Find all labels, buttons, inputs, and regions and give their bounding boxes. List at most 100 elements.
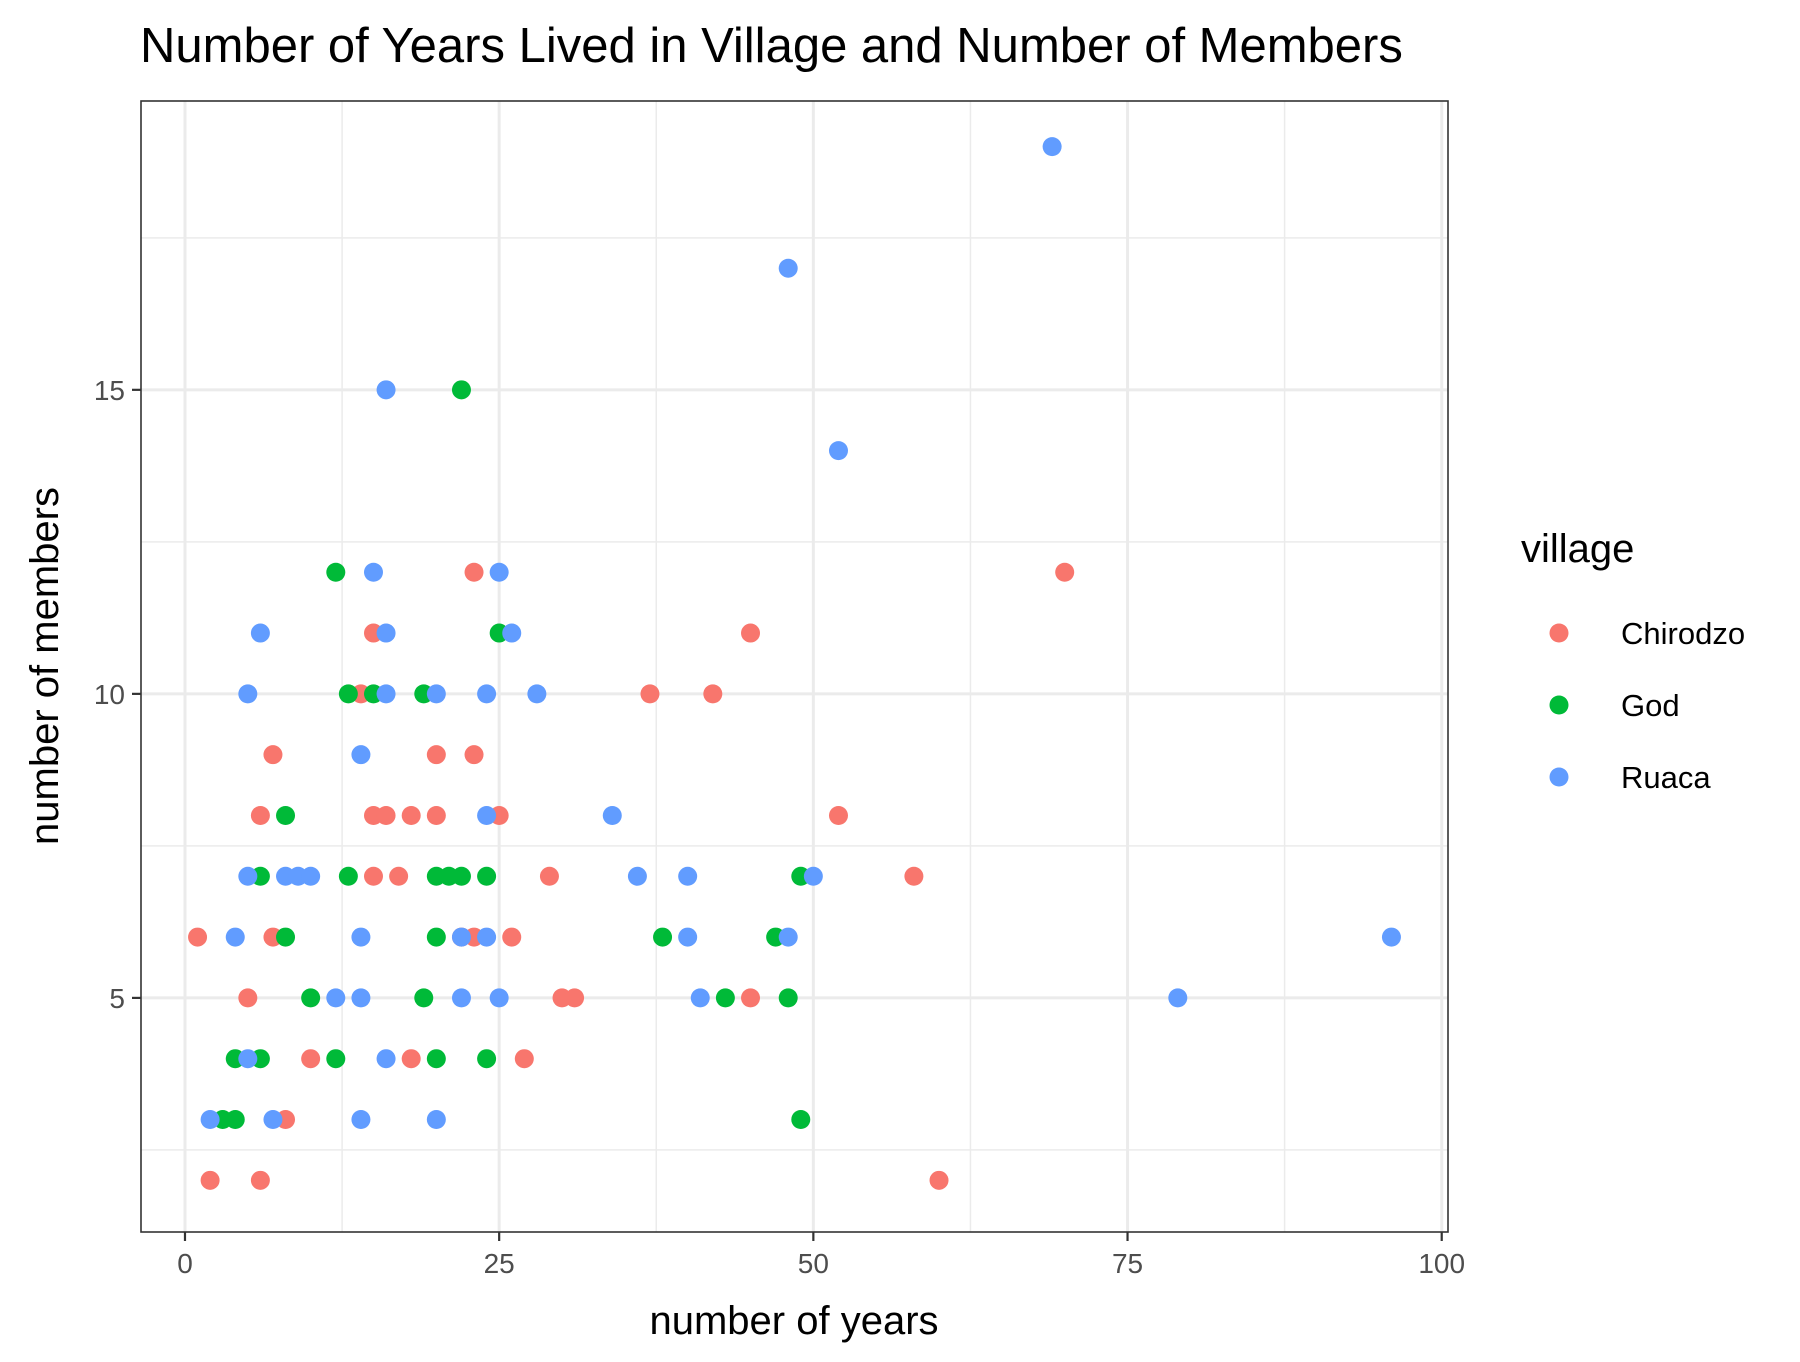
data-point — [351, 927, 371, 947]
data-point — [502, 927, 522, 947]
data-point — [376, 623, 396, 643]
data-point — [539, 866, 559, 886]
data-point — [426, 1049, 446, 1069]
data-point — [238, 684, 258, 704]
data-point — [828, 441, 848, 461]
y-tick-label: 15 — [94, 375, 125, 406]
data-point — [678, 866, 698, 886]
data-point — [477, 684, 497, 704]
data-points — [188, 137, 1401, 1190]
data-point — [778, 258, 798, 278]
data-point — [326, 562, 346, 582]
data-point — [489, 562, 509, 582]
data-point — [250, 623, 270, 643]
data-point — [464, 562, 484, 582]
legend-key — [1549, 767, 1569, 787]
data-point — [477, 805, 497, 825]
data-point — [338, 684, 358, 704]
data-point — [703, 684, 723, 704]
y-axis-title: number of members — [23, 487, 67, 845]
data-point — [828, 805, 848, 825]
data-point — [250, 805, 270, 825]
plot-panel — [140, 100, 1449, 1233]
data-point — [565, 988, 585, 1008]
x-axis-title: number of years — [649, 1299, 938, 1343]
data-point — [426, 745, 446, 765]
y-tick-label: 10 — [94, 679, 125, 710]
data-point — [225, 1110, 245, 1130]
data-point — [426, 927, 446, 947]
legend-key — [1549, 695, 1569, 715]
series-chirodzo — [188, 562, 1075, 1190]
data-point — [376, 1049, 396, 1069]
minor-gridlines — [141, 101, 1448, 1232]
data-point — [238, 988, 258, 1008]
data-point — [426, 684, 446, 704]
data-point — [225, 927, 245, 947]
data-point — [778, 927, 798, 947]
data-point — [1168, 988, 1188, 1008]
data-point — [1042, 137, 1062, 157]
data-point — [301, 866, 321, 886]
legend-label: Chirodzo — [1621, 616, 1745, 651]
data-point — [188, 927, 208, 947]
data-point — [426, 805, 446, 825]
data-point — [301, 988, 321, 1008]
data-point — [376, 805, 396, 825]
data-point — [363, 562, 383, 582]
data-point — [477, 1049, 497, 1069]
data-point — [363, 866, 383, 886]
x-axis: 0 25 50 75 100 — [177, 1232, 1465, 1279]
x-tick-label: 75 — [1112, 1248, 1143, 1279]
legend-label: God — [1621, 688, 1680, 723]
data-point — [276, 805, 296, 825]
data-point — [376, 380, 396, 400]
x-tick-label: 0 — [177, 1248, 193, 1279]
y-axis: 5 10 15 — [94, 375, 141, 1014]
data-point — [653, 927, 673, 947]
data-point — [791, 1110, 811, 1130]
x-tick-label: 100 — [1418, 1248, 1465, 1279]
data-point — [338, 866, 358, 886]
data-point — [301, 1049, 321, 1069]
series-ruaca — [200, 137, 1401, 1130]
data-point — [200, 1170, 220, 1190]
data-point — [263, 745, 283, 765]
data-point — [464, 745, 484, 765]
data-point — [778, 988, 798, 1008]
x-tick-label: 50 — [798, 1248, 829, 1279]
chart-title: Number of Years Lived in Village and Num… — [140, 19, 1403, 73]
data-point — [514, 1049, 534, 1069]
data-point — [741, 988, 761, 1008]
data-point — [426, 1110, 446, 1130]
panel-border — [140, 100, 1449, 1233]
legend-title: village — [1521, 527, 1634, 571]
data-point — [489, 988, 509, 1008]
legend-label: Ruaca — [1621, 760, 1711, 795]
data-point — [326, 1049, 346, 1069]
data-point — [451, 866, 471, 886]
data-point — [690, 988, 710, 1008]
data-point — [451, 380, 471, 400]
data-point — [477, 927, 497, 947]
data-point — [263, 1110, 283, 1130]
data-point — [1381, 927, 1401, 947]
data-point — [527, 684, 547, 704]
data-point — [238, 866, 258, 886]
legend: village Chirodzo God Ruaca — [1521, 527, 1745, 795]
data-point — [238, 1049, 258, 1069]
data-point — [1055, 562, 1075, 582]
data-point — [326, 988, 346, 1008]
x-tick-label: 25 — [484, 1248, 515, 1279]
data-point — [803, 866, 823, 886]
data-point — [351, 1110, 371, 1130]
data-point — [678, 927, 698, 947]
data-point — [250, 1170, 270, 1190]
data-point — [715, 988, 735, 1008]
data-point — [602, 805, 622, 825]
data-point — [401, 805, 421, 825]
data-point — [414, 988, 434, 1008]
data-point — [904, 866, 924, 886]
data-point — [929, 1170, 949, 1190]
